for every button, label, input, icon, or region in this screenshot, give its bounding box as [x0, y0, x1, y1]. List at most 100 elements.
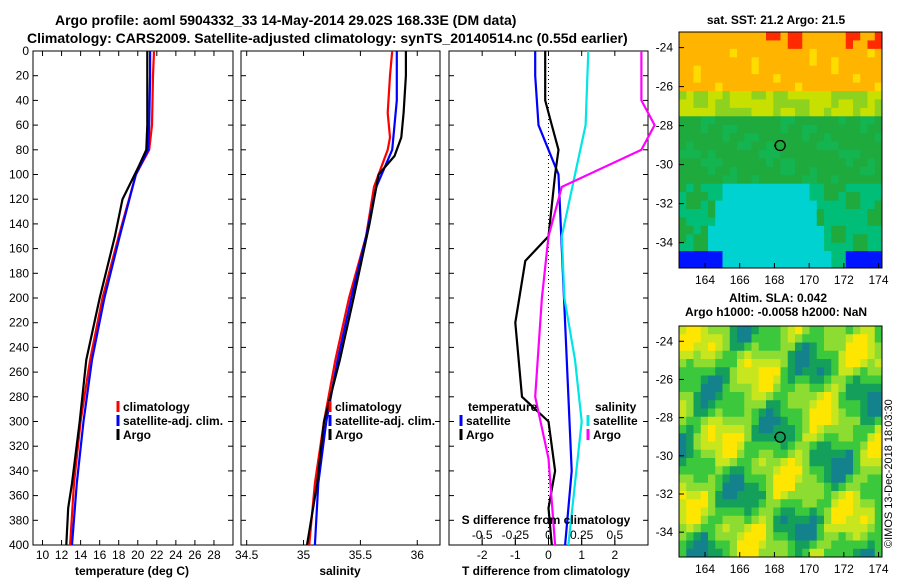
map-cell — [838, 491, 847, 500]
map-cell — [708, 449, 716, 459]
map-cell — [795, 166, 803, 176]
map-cell — [686, 532, 694, 541]
map-cell — [722, 65, 731, 75]
diff-legend-temp-title: temperature — [468, 400, 538, 414]
map-cell — [816, 400, 825, 409]
map-cell — [853, 491, 861, 500]
map-cell — [722, 433, 731, 442]
map-cell — [867, 65, 876, 75]
map-cell — [766, 141, 774, 151]
map-cell — [722, 367, 731, 376]
map-cell — [831, 192, 839, 202]
map-cell — [679, 99, 687, 109]
map-cell — [722, 383, 731, 393]
map-cell — [838, 474, 847, 484]
map-cell — [737, 532, 745, 541]
map-cell — [715, 225, 723, 235]
map-cell — [824, 375, 832, 385]
map-cell — [874, 166, 883, 176]
map-cell — [722, 449, 731, 459]
map-cell — [802, 441, 810, 451]
map-cell — [874, 40, 883, 50]
map-cell — [773, 242, 781, 252]
map-cell — [751, 116, 760, 126]
map-cell — [845, 65, 854, 75]
ytick-label: 120 — [9, 192, 29, 206]
map-cell — [831, 32, 839, 41]
map-cell — [708, 99, 716, 109]
map-cell — [809, 375, 818, 385]
map-cell — [874, 458, 883, 467]
legend-label: satellite — [593, 414, 638, 428]
map-cell — [838, 433, 847, 442]
map-cell — [708, 57, 716, 67]
map-cell — [693, 242, 702, 252]
map-cell — [816, 251, 825, 261]
map-cell — [802, 82, 810, 92]
map-cell — [715, 548, 723, 558]
map-cell — [780, 474, 789, 484]
map-cell — [867, 342, 876, 352]
map-cell — [838, 40, 847, 50]
map-cell — [729, 124, 738, 134]
map-cell — [686, 116, 694, 126]
map-cell — [831, 458, 839, 467]
map-cell — [773, 375, 781, 385]
map-cell — [729, 408, 738, 418]
map-cell — [766, 515, 774, 525]
map-cell — [729, 433, 738, 442]
map-cell — [787, 540, 796, 550]
map-cell — [679, 408, 687, 418]
map-cell — [758, 124, 767, 134]
map-cell — [853, 99, 861, 109]
map-cell — [722, 515, 731, 525]
map-cell — [737, 158, 745, 168]
map-cell — [773, 32, 781, 41]
map-cell — [751, 482, 760, 492]
map-cell — [715, 209, 723, 218]
map-cell — [795, 491, 803, 500]
map-cell — [802, 334, 810, 343]
map-cell — [686, 225, 694, 235]
map-cell — [809, 133, 818, 143]
map-cell — [795, 375, 803, 385]
map-cell — [744, 350, 752, 360]
map-ytick-label: -34 — [656, 525, 674, 539]
map-cell — [802, 107, 810, 117]
map-cell — [729, 183, 738, 193]
map-cell — [845, 449, 854, 459]
map-cell — [708, 515, 716, 525]
p-sal-frame — [240, 50, 441, 546]
xtick-label: 2 — [611, 548, 618, 562]
map-cell — [729, 107, 738, 117]
map-cell — [780, 466, 789, 475]
map-cell — [787, 40, 796, 50]
map-cell — [700, 234, 709, 244]
map-cell — [824, 466, 832, 475]
map-cell — [795, 474, 803, 484]
map-xtick-label: 168 — [764, 562, 784, 576]
map-cell — [802, 342, 810, 352]
map-cell — [737, 183, 745, 193]
map-cell — [874, 342, 883, 352]
map-cell — [744, 40, 752, 50]
map-cell — [693, 141, 702, 151]
map-cell — [845, 183, 854, 193]
map-cell — [845, 524, 854, 533]
map-cell — [809, 158, 818, 168]
map-cell — [795, 540, 803, 550]
map-cell — [737, 326, 745, 335]
map-cell — [700, 326, 709, 335]
map-cell — [686, 392, 694, 401]
map-cell — [679, 251, 687, 261]
map-cell — [838, 259, 847, 269]
map-cell — [802, 200, 810, 210]
map-cell — [693, 225, 702, 235]
map-cell — [816, 124, 825, 134]
map-cell — [773, 175, 781, 185]
map-cell — [816, 57, 825, 67]
map-cell — [795, 141, 803, 151]
map-cell — [809, 175, 818, 185]
map-cell — [708, 326, 716, 335]
